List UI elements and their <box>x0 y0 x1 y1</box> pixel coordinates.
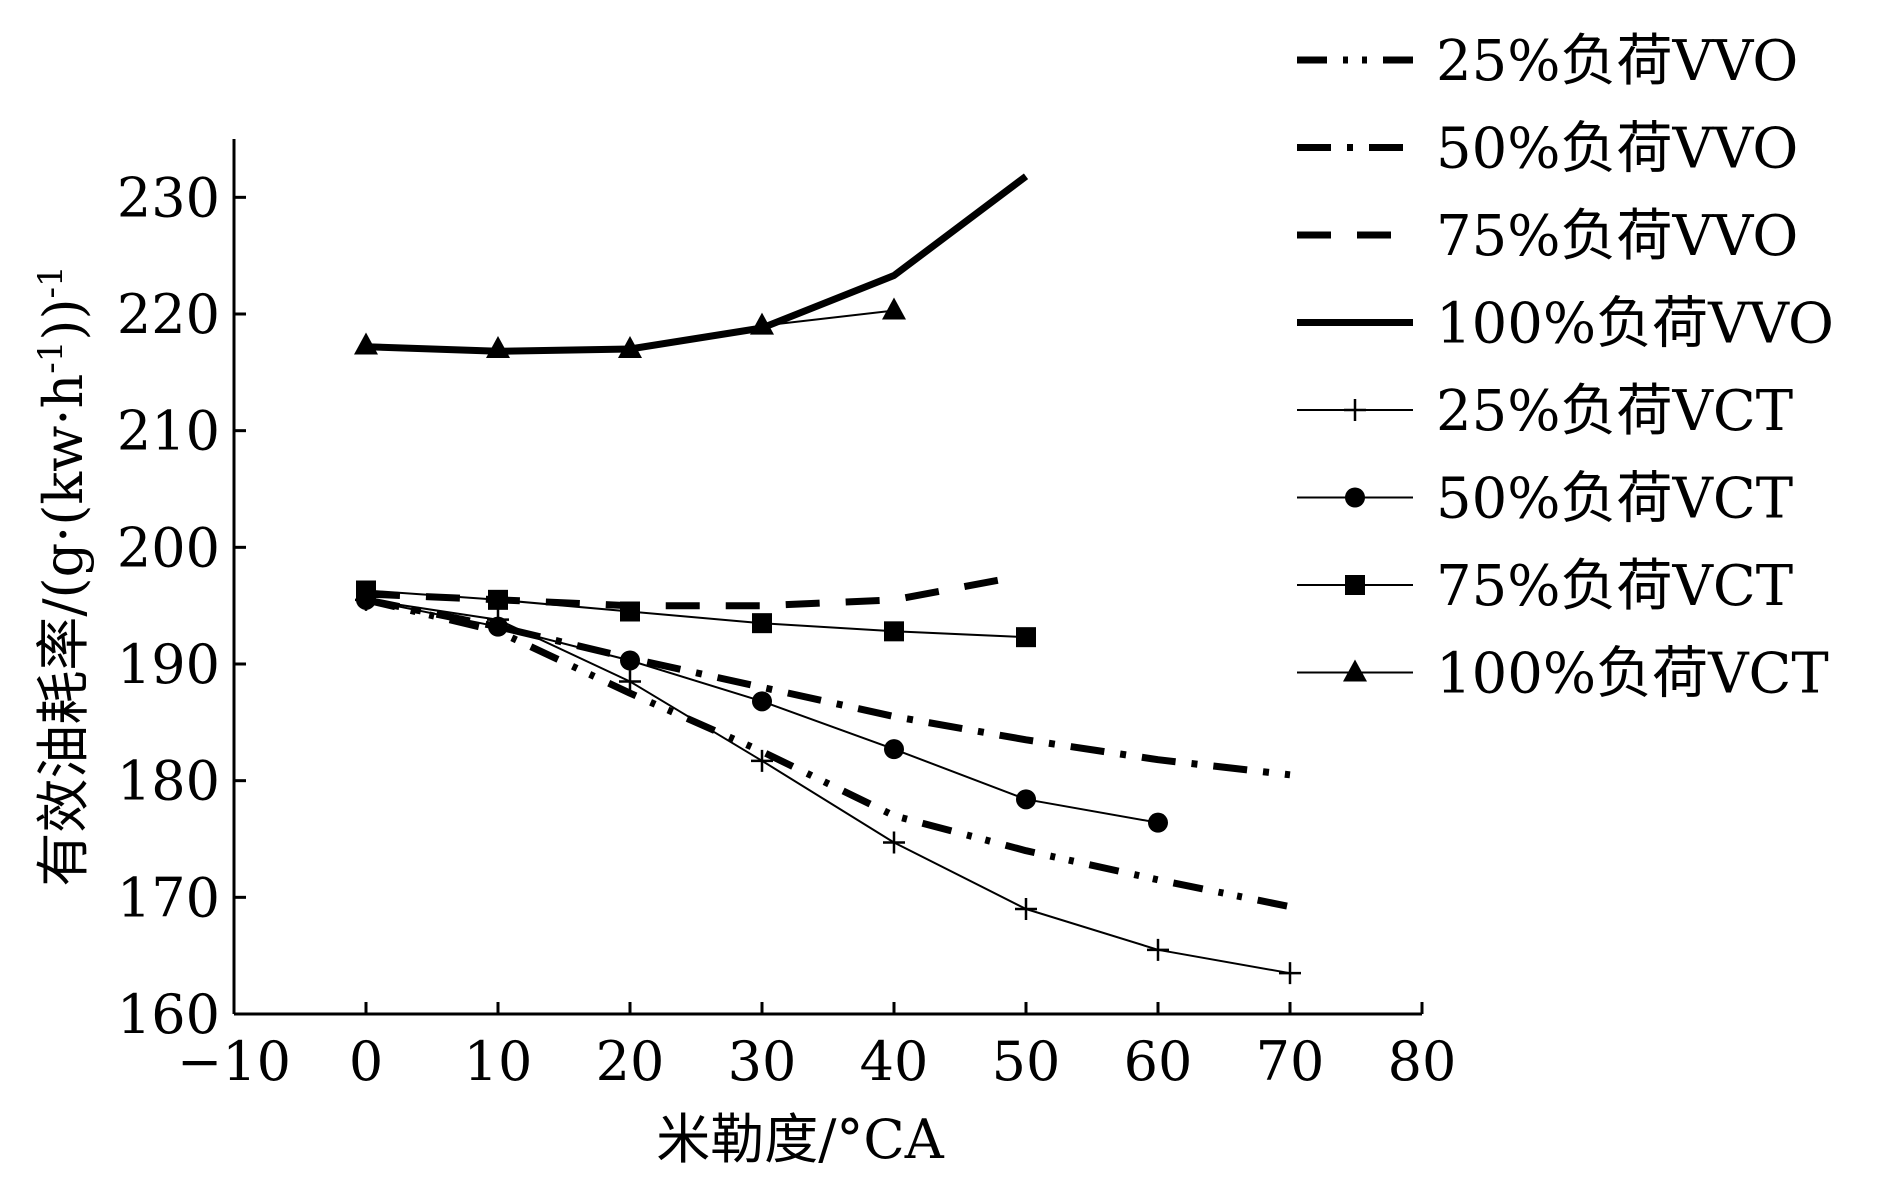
data-point-circle <box>1016 789 1036 810</box>
legend-label: 25%负荷VCT <box>1436 379 1793 444</box>
legend-item-75pct-vct: 75%负荷VCT <box>1297 554 1793 619</box>
x-axis-title: 米勒度/°CA <box>656 1108 945 1171</box>
series-line <box>365 173 1029 355</box>
x-tick-label: 10 <box>464 1030 533 1093</box>
y-tick-label: 200 <box>117 516 220 579</box>
legend-marker-plus <box>1344 399 1366 421</box>
data-point-plus <box>1279 962 1301 985</box>
legend-marker-triangle <box>1343 659 1367 682</box>
legend-item-50pct-vvo: 50%负荷VVO <box>1297 117 1798 182</box>
x-tick-label: 40 <box>860 1030 929 1093</box>
data-point-circle <box>620 650 640 671</box>
legend-label: 100%负荷VCT <box>1436 642 1829 707</box>
axes <box>232 139 1422 1016</box>
data-point-plus <box>883 831 905 854</box>
legend-marker-circle <box>1345 487 1365 508</box>
y-axis-title: 有效油耗率/(g·(kw·h-1))-1 <box>31 265 95 886</box>
x-tick-label: 80 <box>1388 1030 1457 1093</box>
x-tick-label: −10 <box>177 1030 291 1093</box>
series-line <box>365 596 1291 911</box>
legend-item-100pct-vct: 100%负荷VCT <box>1297 642 1829 707</box>
x-tick-label: 70 <box>1256 1030 1325 1093</box>
legend: 25%负荷VVO 50%负荷VVO 75%负荷VVO 100%负荷VVO 25%负荷VC… <box>1297 29 1834 707</box>
legend-item-25pct-vct: 25%负荷VCT <box>1297 379 1793 444</box>
y-tick-label: 210 <box>117 400 220 463</box>
data-point-triangle <box>618 336 642 358</box>
legend-item-50pct-vct: 50%负荷VCT <box>1297 467 1793 532</box>
series-line <box>365 576 1001 610</box>
data-point-circle <box>1148 812 1168 833</box>
legend-marker-square <box>1345 575 1365 595</box>
data-point-square <box>620 601 640 622</box>
legend-item-100pct-vvo: 100%负荷VVO <box>1297 292 1834 357</box>
legend-label: 75%负荷VVO <box>1436 204 1798 269</box>
legend-label: 75%负荷VCT <box>1436 554 1793 619</box>
y-tick-label: 220 <box>117 283 220 346</box>
series-75pct-vvo <box>365 576 1001 610</box>
y-axis-title-mid: )) <box>32 298 95 340</box>
legend-label: 50%负荷VVO <box>1436 117 1798 182</box>
data-point-triangle <box>882 297 906 320</box>
data-point-square <box>752 613 772 634</box>
data-point-circle <box>752 691 772 712</box>
series-layer <box>354 173 1301 985</box>
data-point-triangle <box>354 332 378 355</box>
series-100pct-vct <box>354 297 906 358</box>
x-tick-label: 50 <box>992 1030 1061 1093</box>
legend-item-75pct-vvo: 75%负荷VVO <box>1297 204 1798 269</box>
y-tick-label: 190 <box>117 633 220 696</box>
x-tick-label: 60 <box>1124 1030 1193 1093</box>
y-tick-label: 230 <box>117 166 220 229</box>
series-25pct-vvo <box>365 596 1291 911</box>
data-point-plus <box>1015 898 1037 920</box>
x-tick-label: 0 <box>349 1030 383 1093</box>
legend-label: 50%负荷VCT <box>1436 467 1793 532</box>
data-point-plus <box>619 670 641 693</box>
data-point-triangle <box>486 336 510 358</box>
y-tick-label: 170 <box>117 866 220 929</box>
legend-label: 100%负荷VVO <box>1436 292 1834 357</box>
data-point-triangle <box>750 312 774 335</box>
data-point-plus <box>751 749 773 772</box>
data-point-plus <box>1147 938 1169 961</box>
data-point-square <box>488 589 508 610</box>
data-point-square <box>356 580 376 601</box>
data-point-square <box>884 621 904 642</box>
y-axis-title-main: 有效油耗率/(g·(kw·h <box>32 374 95 887</box>
legend-item-25pct-vvo: 25%负荷VVO <box>1297 29 1798 94</box>
y-axis-title-sup1: -1 <box>31 341 71 374</box>
series-25pct-vct <box>355 588 1301 985</box>
x-tick-label: 20 <box>596 1030 665 1093</box>
data-point-circle <box>884 739 904 760</box>
data-point-square <box>1016 627 1036 648</box>
legend-label: 25%负荷VVO <box>1436 29 1798 94</box>
series-75pct-vct <box>356 580 1036 648</box>
y-tick-label: 160 <box>117 983 220 1046</box>
y-tick-label: 180 <box>117 750 220 813</box>
y-axis-title-sup2: -1 <box>31 265 71 298</box>
series-line <box>365 598 1291 975</box>
series-line <box>365 589 1027 639</box>
series-100pct-vvo <box>365 173 1029 355</box>
x-tick-label: 30 <box>728 1030 797 1093</box>
ticks: −10 0 10 20 30 40 50 60 70 80 160 170 180 190 200 210 22… <box>117 166 1456 1093</box>
data-point-circle <box>488 616 508 637</box>
